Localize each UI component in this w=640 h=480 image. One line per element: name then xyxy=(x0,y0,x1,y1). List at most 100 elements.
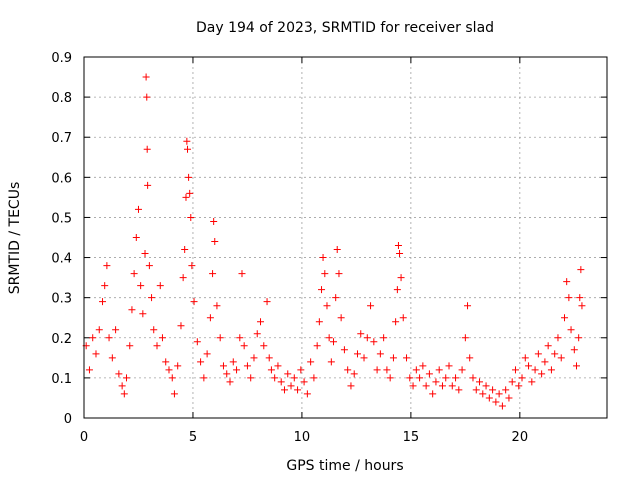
data-point xyxy=(363,334,371,342)
data-point xyxy=(360,354,368,362)
data-point xyxy=(219,362,227,370)
data-point xyxy=(495,390,503,398)
data-point xyxy=(118,382,126,390)
data-point xyxy=(236,334,244,342)
data-point xyxy=(287,382,295,390)
data-point xyxy=(380,334,388,342)
data-point xyxy=(144,181,152,189)
data-point xyxy=(445,362,453,370)
y-tick-label: 0.8 xyxy=(51,91,72,106)
data-point xyxy=(319,254,327,262)
data-point xyxy=(525,362,533,370)
y-tick-label: 0.6 xyxy=(51,171,72,186)
data-point xyxy=(197,358,205,366)
x-tick-label: 20 xyxy=(512,430,529,445)
data-point xyxy=(200,374,208,382)
data-point xyxy=(303,390,311,398)
data-point xyxy=(561,314,569,322)
data-point xyxy=(263,298,271,306)
data-point xyxy=(422,382,430,390)
data-point xyxy=(373,366,381,374)
data-point xyxy=(187,213,195,221)
data-point xyxy=(168,374,176,382)
data-point xyxy=(233,366,241,374)
data-point xyxy=(376,350,384,358)
data-point xyxy=(193,338,201,346)
data-point xyxy=(399,314,407,322)
data-point xyxy=(165,366,173,374)
data-point xyxy=(386,374,394,382)
data-point xyxy=(99,298,107,306)
data-point xyxy=(183,137,191,145)
data-point xyxy=(153,342,161,350)
data-point xyxy=(213,302,221,310)
data-point xyxy=(277,378,285,386)
data-point xyxy=(389,354,397,362)
data-point xyxy=(508,378,516,386)
data-point xyxy=(190,298,198,306)
data-point xyxy=(112,326,120,334)
y-axis-label: SRMTID / TECUs xyxy=(7,182,23,295)
data-point xyxy=(429,390,437,398)
data-point xyxy=(85,366,93,374)
data-point xyxy=(267,366,275,374)
data-point xyxy=(576,294,584,302)
data-point xyxy=(455,386,463,394)
data-point xyxy=(353,350,361,358)
data-point xyxy=(323,302,331,310)
data-point xyxy=(541,358,549,366)
data-point xyxy=(492,398,500,406)
chart-title: Day 194 of 2023, SRMTID for receiver sla… xyxy=(196,20,494,36)
data-point xyxy=(544,342,552,350)
x-tick-label: 0 xyxy=(80,430,88,445)
x-tick-label: 15 xyxy=(403,430,420,445)
data-point xyxy=(210,217,218,225)
data-point xyxy=(310,374,318,382)
data-point xyxy=(89,334,97,342)
data-point xyxy=(409,382,417,390)
data-point xyxy=(392,318,400,326)
data-point xyxy=(186,189,194,197)
data-point xyxy=(461,334,469,342)
data-point xyxy=(170,390,178,398)
data-point xyxy=(206,314,214,322)
data-point xyxy=(257,318,265,326)
data-point xyxy=(340,346,348,354)
data-point xyxy=(489,386,497,394)
data-point xyxy=(482,382,490,390)
data-point xyxy=(570,346,578,354)
y-tick-label: 0.7 xyxy=(51,131,72,146)
data-point xyxy=(101,282,109,290)
data-point xyxy=(412,366,420,374)
data-point xyxy=(253,330,261,338)
data-point xyxy=(332,294,340,302)
data-point xyxy=(406,374,414,382)
data-point xyxy=(211,238,219,246)
data-point xyxy=(203,350,211,358)
data-point xyxy=(419,362,427,370)
data-point xyxy=(578,302,586,310)
data-point xyxy=(179,274,187,282)
data-point xyxy=(247,374,255,382)
data-point xyxy=(122,374,130,382)
data-point xyxy=(150,326,158,334)
data-point xyxy=(335,270,343,278)
data-point xyxy=(466,354,474,362)
data-point xyxy=(511,366,519,374)
data-point xyxy=(142,73,150,81)
data-point xyxy=(452,374,460,382)
data-point xyxy=(92,350,100,358)
data-point xyxy=(108,354,116,362)
data-point xyxy=(126,342,134,350)
y-tick-label: 0.9 xyxy=(51,51,72,66)
data-point xyxy=(337,314,345,322)
data-point xyxy=(188,262,196,270)
data-point xyxy=(521,354,529,362)
data-point xyxy=(538,370,546,378)
data-points xyxy=(82,73,586,410)
grid xyxy=(84,57,607,418)
data-point xyxy=(185,173,193,181)
data-point xyxy=(137,282,145,290)
data-point xyxy=(350,370,358,378)
data-point xyxy=(563,278,571,286)
